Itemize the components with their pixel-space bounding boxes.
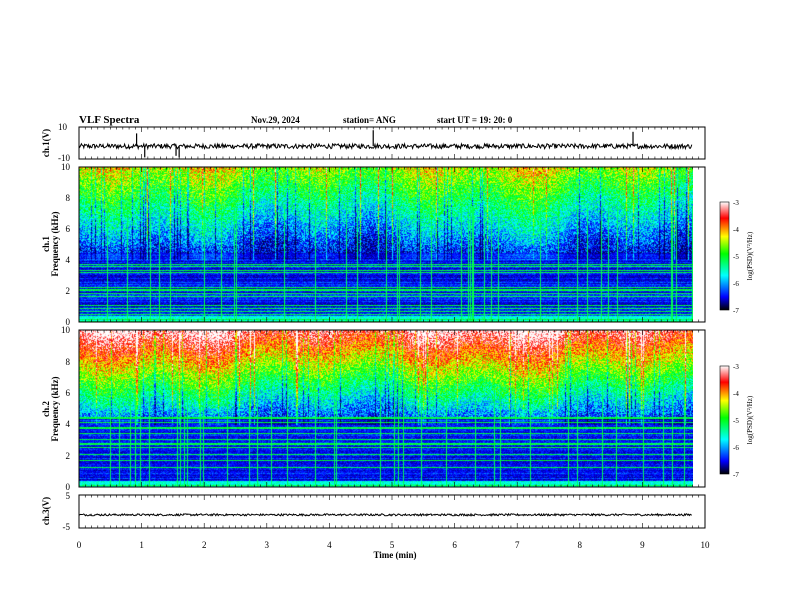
- ch1-spectrogram-ytick-labels: 0 2 4 6 8 10: [61, 162, 71, 327]
- ch1-voltage-trace: [78, 130, 693, 158]
- ch1-ytick-8: 8: [66, 193, 71, 203]
- ch2-cb-tick-m5: -5: [733, 417, 739, 425]
- x-tick-label-2: 2: [202, 540, 207, 550]
- x-tick-label-7: 7: [515, 540, 520, 550]
- ch2-colorbar: [719, 365, 730, 475]
- ch3-voltage-panel: 5 -5 ch.3(V): [41, 491, 706, 532]
- ch1-voltage-ticks: [78, 127, 706, 159]
- ch2-ytick-0: 0: [66, 482, 71, 492]
- ch2-spectrogram-image: [79, 330, 693, 487]
- ch3-voltage-ytick-top: 5: [66, 491, 71, 501]
- x-tick-label-6: 6: [452, 540, 457, 550]
- ch1-cb-tick-m3: -3: [733, 199, 739, 207]
- ch1-cb-tick-m7: -7: [733, 307, 739, 315]
- x-tick-label-10: 10: [701, 540, 711, 550]
- ch2-ytick-2: 2: [66, 451, 71, 461]
- date-label: Nov.29, 2024: [251, 115, 300, 125]
- x-tick-label-4: 4: [327, 540, 332, 550]
- ch1-spectrogram-ticks: [78, 167, 706, 322]
- ch1-colorbar: [719, 201, 730, 311]
- ch2-spectrogram-ticks: [78, 330, 706, 487]
- ch1-colorbar-label: log(PSD)(V²/Hz): [746, 231, 754, 280]
- ch1-spectrogram-image: [79, 167, 693, 322]
- ch2-ytick-4: 4: [66, 419, 71, 429]
- ch1-cb-tick-m5: -5: [733, 253, 739, 261]
- ch1-voltage-ytick-bottom: -10: [58, 153, 70, 163]
- ch1-ytick-0: 0: [66, 317, 71, 327]
- x-tick-label-0: 0: [77, 540, 82, 550]
- ch2-colorbar-label: log(PSD)(V²/Hz): [746, 395, 754, 444]
- voltage-line: [78, 512, 692, 517]
- x-tick-label-5: 5: [390, 540, 395, 550]
- x-tick-label-3: 3: [265, 540, 270, 550]
- ch1-spectrogram-channel-label: ch.1: [41, 236, 51, 252]
- ch2-spectrogram-ylabel: Frequency (kHz): [50, 376, 60, 441]
- x-axis-label: Time (min): [373, 550, 416, 560]
- x-tick-label-8: 8: [578, 540, 583, 550]
- ch3-voltage-trace: [78, 512, 692, 517]
- ch2-cb-tick-m7: -7: [733, 471, 739, 479]
- ch3-voltage-ticks: [78, 495, 706, 528]
- ch1-ytick-10: 10: [61, 162, 71, 172]
- ch1-voltage-panel: 10 -10 ch.1(V): [41, 122, 706, 163]
- ch2-ytick-8: 8: [66, 357, 71, 367]
- ch3-voltage-ylabel: ch.3(V): [41, 497, 51, 525]
- start-time-label: start UT = 19: 20: 0: [437, 115, 513, 125]
- ch1-ytick-2: 2: [66, 286, 71, 296]
- ch1-voltage-ytick-top: 10: [58, 122, 68, 132]
- figure-title: VLF Spectra: [79, 114, 140, 126]
- ch1-cb-tick-m6: -6: [733, 280, 739, 288]
- ch3-voltage-frame: [78, 494, 706, 529]
- ch2-cb-tick-m6: -6: [733, 444, 739, 452]
- ch1-spectrogram-ylabel: Frequency (kHz): [50, 211, 60, 276]
- ch1-ytick-4: 4: [66, 255, 71, 265]
- ch2-ytick-10: 10: [61, 325, 71, 335]
- ch1-spectrogram-panel: 0 2 4 6 8 10 ch.1 Frequency (kHz) -3 -4 …: [41, 162, 754, 327]
- x-tick-label-9: 9: [640, 540, 645, 550]
- x-tick-label-1: 1: [139, 540, 144, 550]
- x-axis-tick-labels: 0 1 2 3 4 5 6 7 8 9 10: [77, 540, 710, 550]
- ch2-cb-tick-m4: -4: [733, 390, 739, 398]
- ch1-voltage-frame: [78, 126, 706, 160]
- ch3-voltage-ytick-bottom: -5: [63, 522, 71, 532]
- ch2-spectrogram-panel: 0 2 4 6 8 10 ch.2 Frequency (kHz) -3 -4 …: [41, 325, 754, 492]
- ch1-voltage-ylabel: ch.1(V): [41, 129, 51, 157]
- ch1-ytick-6: 6: [66, 224, 71, 234]
- ch2-cb-tick-m3: -3: [733, 363, 739, 371]
- ch2-ytick-6: 6: [66, 388, 71, 398]
- voltage-line: [78, 142, 693, 151]
- ch1-cb-tick-m4: -4: [733, 226, 739, 234]
- station-label: station= ANG: [343, 115, 396, 125]
- ch2-spectrogram-ytick-labels: 0 2 4 6 8 10: [61, 325, 71, 492]
- ch2-spectrogram-channel-label: ch.2: [41, 401, 51, 417]
